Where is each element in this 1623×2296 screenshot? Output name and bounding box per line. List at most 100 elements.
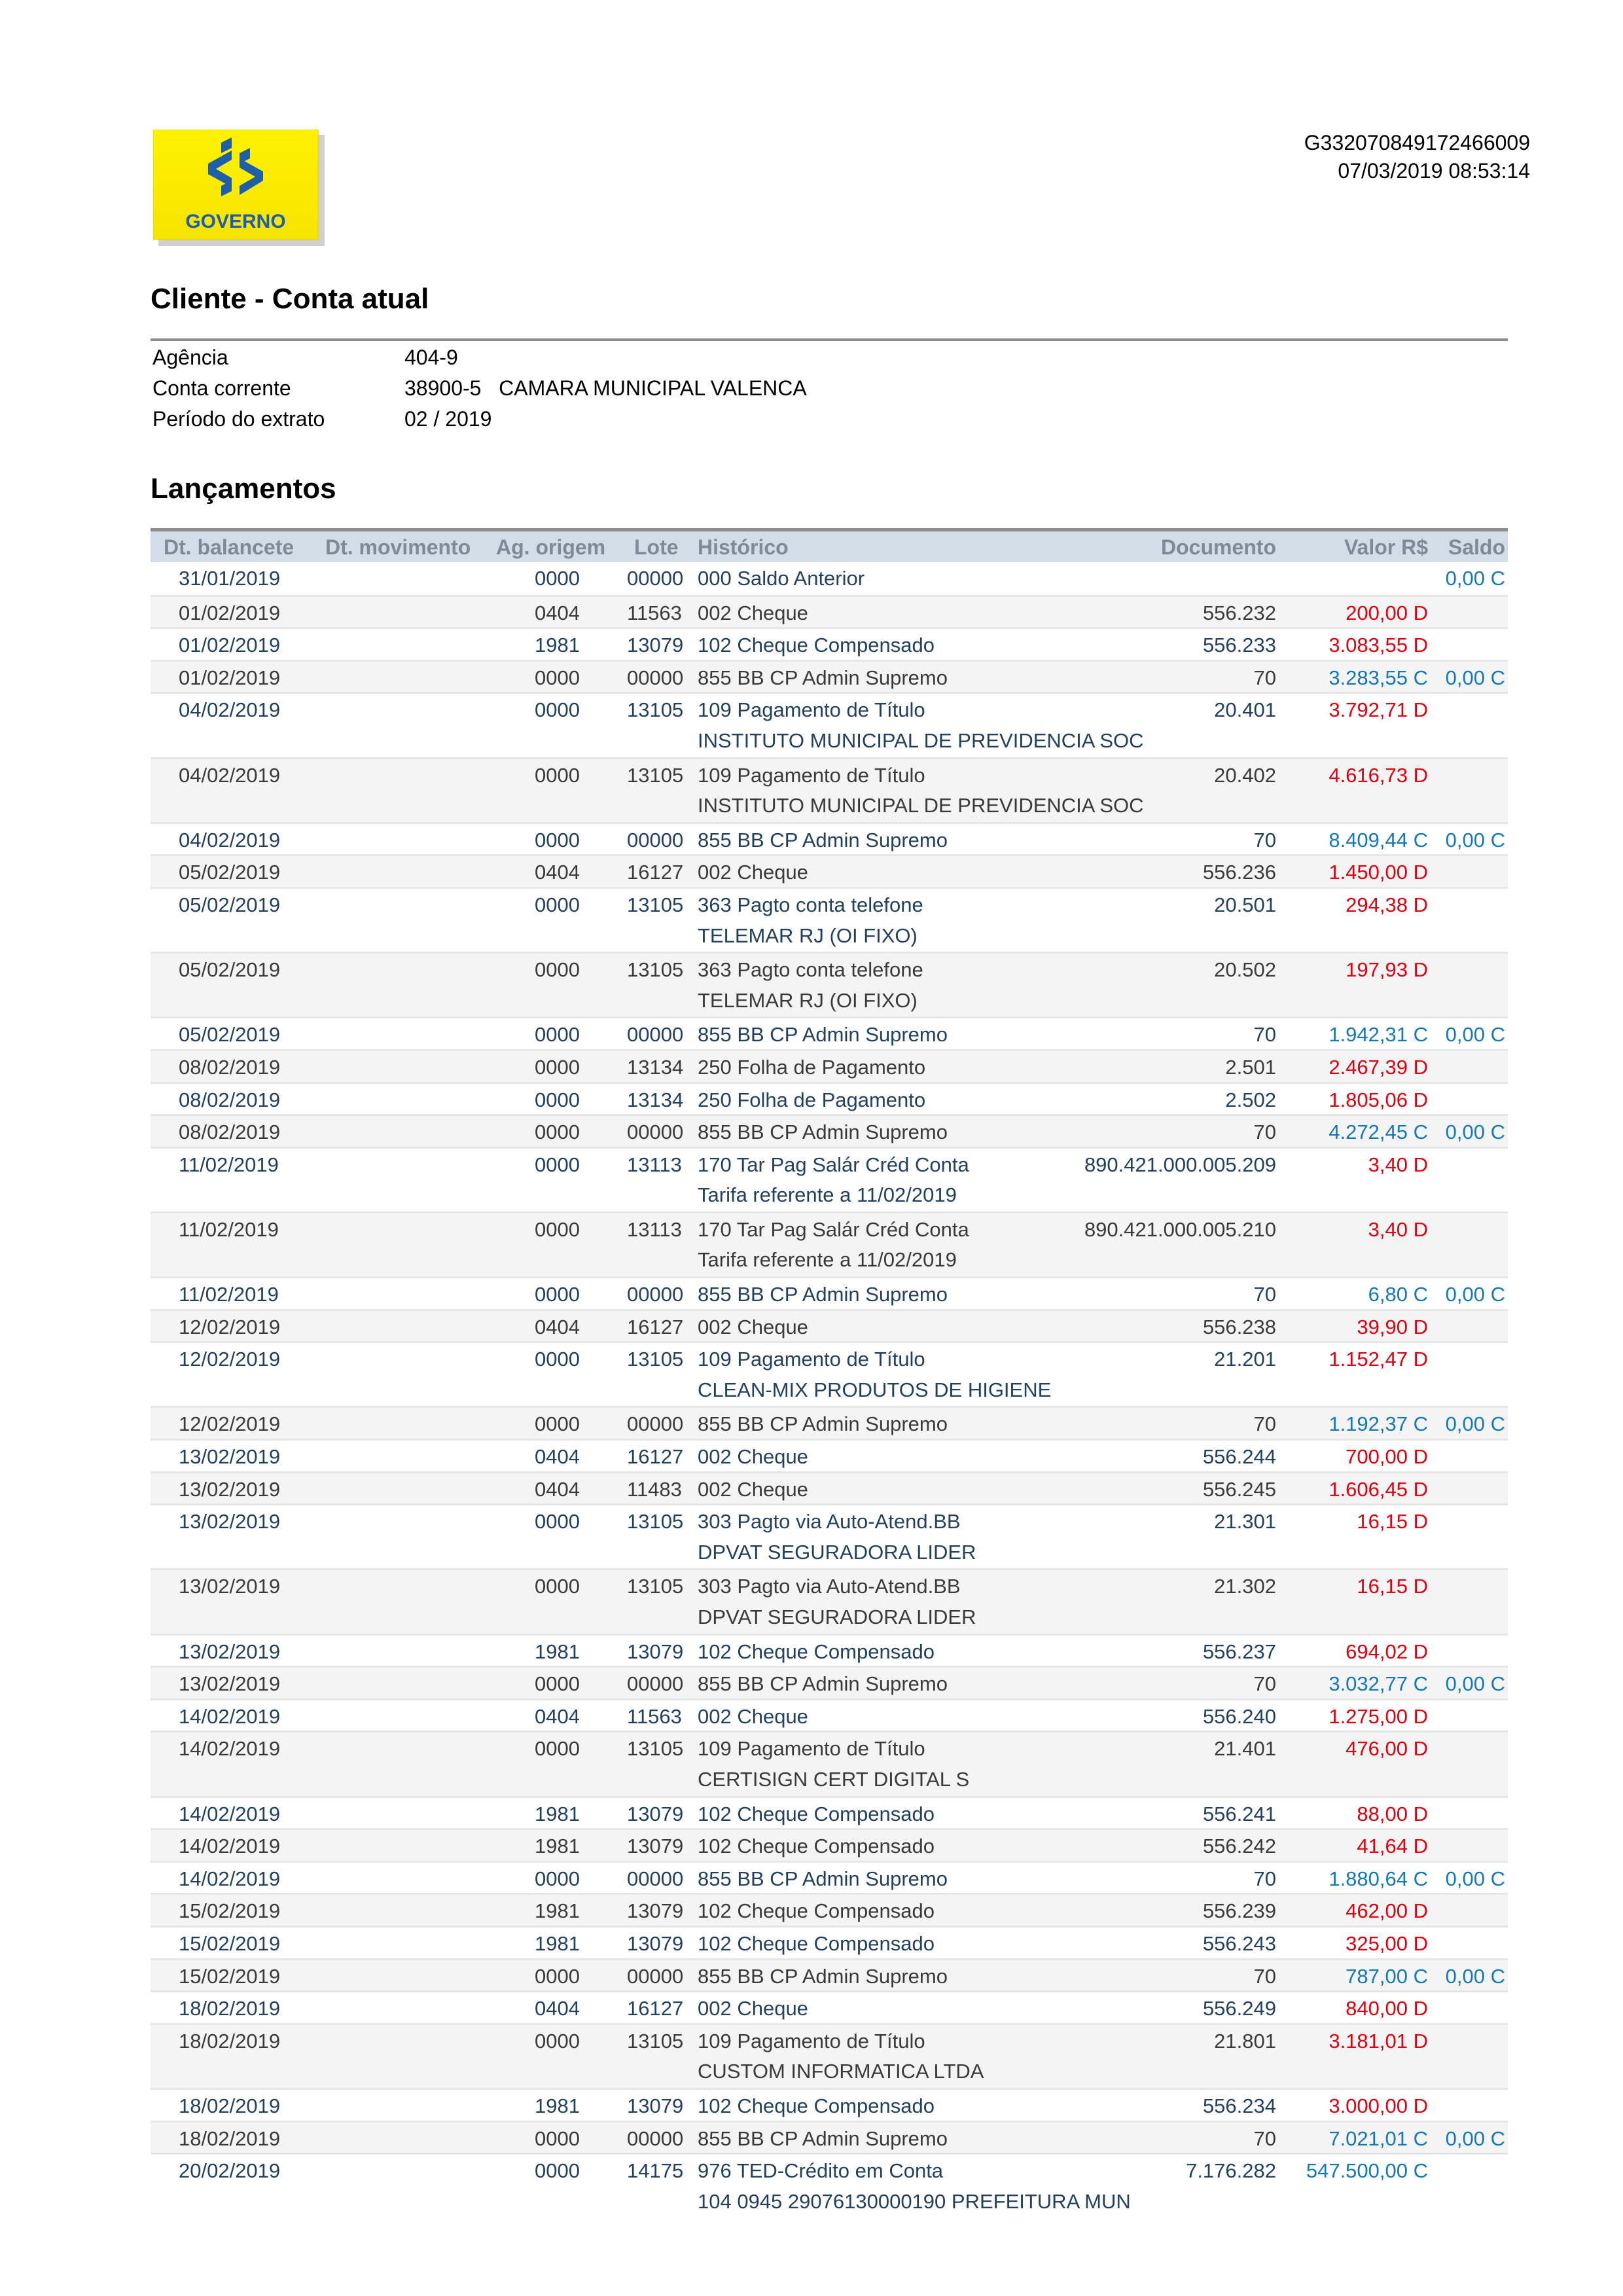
periodo-value: 02 / 2019 bbox=[404, 407, 492, 431]
table-row-detail: DPVAT SEGURADORA LIDER bbox=[151, 1601, 1508, 1634]
ag-origem-cell: 1981 bbox=[535, 1802, 580, 1825]
lote-cell: 11563 bbox=[627, 601, 682, 624]
valor-cell: 294,38 D bbox=[1346, 893, 1428, 916]
saldo-cell: 0,00 C bbox=[1445, 828, 1505, 852]
col-valor: Valor R$ bbox=[1344, 535, 1428, 559]
valor-cell: 1.450,00 D bbox=[1329, 861, 1428, 884]
table-row: 13/02/2019 0404 16127 002 Cheque 556.244 700,… bbox=[151, 1439, 1508, 1471]
lote-cell: 00000 bbox=[627, 567, 684, 590]
lote-cell: 13079 bbox=[627, 1835, 684, 1858]
lote-cell: 00000 bbox=[627, 1121, 684, 1144]
valor-cell: 16,15 D bbox=[1357, 1575, 1428, 1598]
ag-origem-cell: 0000 bbox=[535, 1153, 580, 1176]
ag-origem-cell: 1981 bbox=[535, 1931, 580, 1955]
historico-detail: CERTISIGN CERT DIGITAL S bbox=[698, 1767, 970, 1791]
date-cell: 31/01/2019 bbox=[179, 567, 281, 590]
divider bbox=[151, 338, 1508, 341]
date-cell: 05/02/2019 bbox=[179, 958, 281, 982]
ag-origem-cell: 1981 bbox=[535, 1899, 580, 1923]
saldo-cell: 0,00 C bbox=[1445, 1964, 1505, 1988]
ag-origem-cell: 0404 bbox=[535, 1704, 580, 1728]
bank-logo: GOVERNO bbox=[152, 129, 325, 246]
valor-cell: 840,00 D bbox=[1346, 1997, 1428, 2020]
table-row: 13/02/2019 1981 13079 102 Cheque Compensado… bbox=[151, 1633, 1508, 1666]
date-cell: 13/02/2019 bbox=[179, 1510, 281, 1534]
historico-cell: 303 Pagto via Auto-Atend.BB bbox=[698, 1575, 961, 1598]
ag-origem-cell: 0000 bbox=[535, 567, 580, 590]
valor-cell: 700,00 D bbox=[1346, 1445, 1428, 1469]
table-row: 04/02/2019 0000 00000 855 BB CP Admin Supre… bbox=[151, 821, 1508, 855]
valor-cell: 1.606,45 D bbox=[1329, 1477, 1428, 1501]
date-cell: 15/02/2019 bbox=[179, 1899, 281, 1923]
date-cell: 14/02/2019 bbox=[179, 1867, 281, 1890]
lote-cell: 13079 bbox=[627, 1802, 684, 1825]
ag-origem-cell: 0000 bbox=[535, 1737, 580, 1761]
table-row-detail: CERTISIGN CERT DIGITAL S bbox=[151, 1763, 1508, 1796]
table-row: 14/02/2019 0000 00000 855 BB CP Admin Supre… bbox=[151, 1860, 1508, 1893]
documento-cell: 556.236 bbox=[1202, 861, 1276, 884]
lote-cell: 00000 bbox=[627, 1023, 684, 1047]
ag-origem-cell: 0000 bbox=[535, 1964, 580, 1988]
logo-text: GOVERNO bbox=[185, 211, 285, 232]
lote-cell: 00000 bbox=[627, 666, 684, 689]
historico-cell: 109 Pagamento de Título bbox=[698, 1737, 925, 1761]
historico-detail: TELEMAR RJ (OI FIXO) bbox=[698, 924, 918, 947]
valor-cell: 3.181,01 D bbox=[1329, 2029, 1428, 2053]
date-cell: 12/02/2019 bbox=[179, 1315, 281, 1338]
date-cell: 08/02/2019 bbox=[179, 1088, 281, 1111]
historico-detail: INSTITUTO MUNICIPAL DE PREVIDENCIA SOC bbox=[698, 794, 1144, 817]
table-row: 11/02/2019 0000 13113 170 Tar Pag Salár Cré… bbox=[151, 1146, 1508, 1179]
historico-cell: 855 BB CP Admin Supremo bbox=[698, 1672, 948, 1696]
historico-detail: DPVAT SEGURADORA LIDER bbox=[698, 1605, 976, 1628]
valor-cell: 88,00 D bbox=[1357, 1802, 1428, 1825]
historico-cell: 250 Folha de Pagamento bbox=[698, 1055, 926, 1079]
date-cell: 08/02/2019 bbox=[179, 1055, 281, 1079]
table-row: 12/02/2019 0000 00000 855 BB CP Admin Supre… bbox=[151, 1406, 1508, 1439]
valor-cell: 325,00 D bbox=[1346, 1931, 1428, 1955]
table-row-detail: TELEMAR RJ (OI FIXO) bbox=[151, 920, 1508, 952]
lote-cell: 00000 bbox=[627, 2126, 684, 2150]
date-cell: 13/02/2019 bbox=[179, 1640, 281, 1663]
valor-cell: 7.021,01 C bbox=[1329, 2126, 1428, 2150]
valor-cell: 3.283,55 C bbox=[1329, 666, 1428, 689]
historico-cell: 002 Cheque bbox=[698, 1315, 808, 1338]
lote-cell: 13079 bbox=[627, 1640, 684, 1663]
historico-detail: Tarifa referente a 11/02/2019 bbox=[698, 1183, 957, 1207]
documento-cell: 21.302 bbox=[1214, 1575, 1276, 1598]
saldo-cell: 0,00 C bbox=[1445, 2126, 1505, 2150]
valor-cell: 3,40 D bbox=[1368, 1217, 1428, 1241]
lote-cell: 16127 bbox=[627, 1445, 684, 1469]
documento-cell: 556.244 bbox=[1202, 1445, 1276, 1469]
valor-cell: 3.083,55 D bbox=[1329, 634, 1428, 657]
documento-cell: 70 bbox=[1253, 1283, 1276, 1306]
historico-cell: 102 Cheque Compensado bbox=[698, 2094, 935, 2117]
table-row: 15/02/2019 1981 13079 102 Cheque Compensado… bbox=[151, 1893, 1508, 1926]
historico-cell: 102 Cheque Compensado bbox=[698, 1835, 935, 1858]
lote-cell: 13134 bbox=[627, 1055, 684, 1079]
col-saldo: Saldo bbox=[1448, 535, 1505, 559]
saldo-cell: 0,00 C bbox=[1445, 666, 1505, 689]
date-cell: 01/02/2019 bbox=[179, 601, 281, 624]
date-cell: 14/02/2019 bbox=[179, 1835, 281, 1858]
ag-origem-cell: 0404 bbox=[535, 1445, 580, 1469]
table-row: 01/02/2019 0404 11563 002 Cheque 556.232 200,… bbox=[151, 594, 1508, 628]
documento-cell: 21.201 bbox=[1214, 1348, 1276, 1371]
lote-cell: 13079 bbox=[627, 1931, 684, 1955]
date-cell: 04/02/2019 bbox=[179, 763, 281, 787]
table-row-detail: CUSTOM INFORMATICA LTDA bbox=[151, 2055, 1508, 2088]
date-cell: 18/02/2019 bbox=[179, 1997, 281, 2020]
historico-cell: 855 BB CP Admin Supremo bbox=[698, 1023, 948, 1047]
table-row: 05/02/2019 0404 16127 002 Cheque 556.236 1.45… bbox=[151, 854, 1508, 887]
valor-cell: 41,64 D bbox=[1357, 1835, 1428, 1858]
date-cell: 05/02/2019 bbox=[179, 893, 281, 916]
ag-origem-cell: 0404 bbox=[535, 861, 580, 884]
lote-cell: 13105 bbox=[627, 1737, 684, 1761]
lote-cell: 11563 bbox=[627, 1704, 682, 1728]
lote-cell: 13105 bbox=[627, 893, 684, 916]
saldo-cell: 0,00 C bbox=[1445, 1412, 1505, 1436]
historico-cell: 855 BB CP Admin Supremo bbox=[698, 828, 948, 852]
transactions-table: 31/01/2019 0000 00000 000 Saldo Anterior 0,0… bbox=[151, 562, 1508, 2217]
table-row: 13/02/2019 0000 13105 303 Pagto via Auto-At… bbox=[151, 1503, 1508, 1536]
ag-origem-cell: 0000 bbox=[535, 1283, 580, 1306]
table-row-detail: Tarifa referente a 11/02/2019 bbox=[151, 1244, 1508, 1277]
